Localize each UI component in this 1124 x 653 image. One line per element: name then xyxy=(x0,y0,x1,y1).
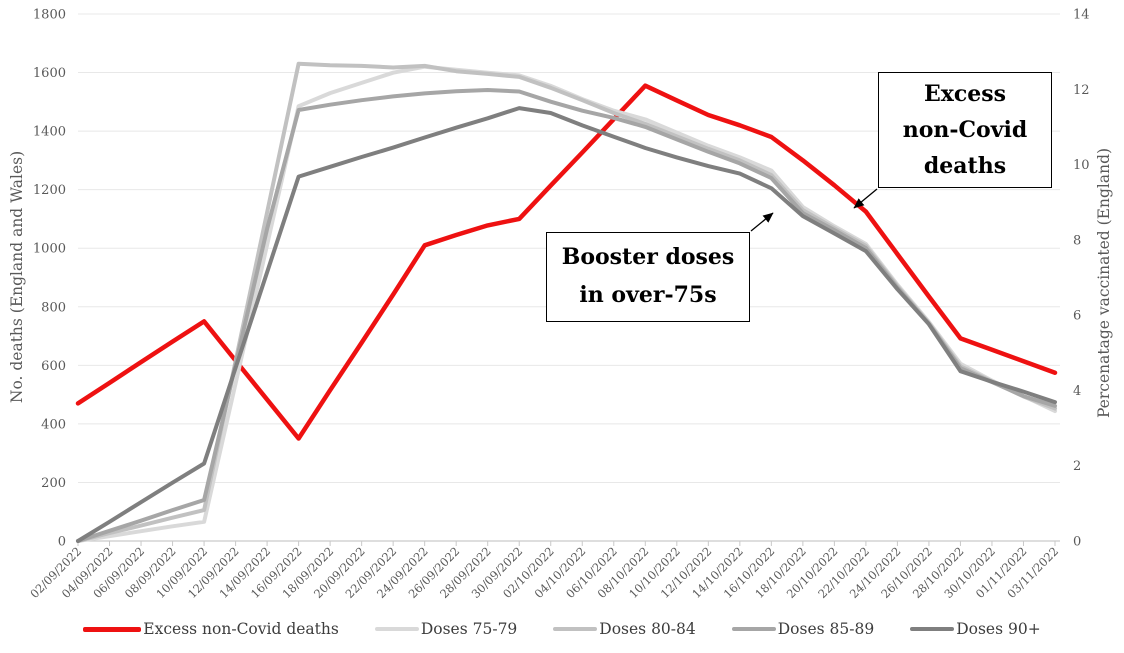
arrow-excess-annotation xyxy=(853,188,878,209)
legend-label: Excess non-Covid deaths xyxy=(143,620,339,638)
legend-swatch-doses-90plus xyxy=(910,626,955,632)
legend-label: Doses 85-89 xyxy=(777,620,875,638)
right-axis-title: Percenatage vaccinated (England) xyxy=(1095,147,1113,419)
right-axis-tick-label: 0 xyxy=(1073,535,1081,550)
left-axis-tick-label: 200 xyxy=(41,476,66,491)
annotation-line: non-Covid xyxy=(902,117,1028,143)
left-axis-tick-label: 1600 xyxy=(33,66,66,81)
left-axis-tick-label: 0 xyxy=(58,535,66,550)
legend-label: Doses 75-79 xyxy=(420,620,518,638)
series-line-doses-90- xyxy=(76,106,1057,543)
legend-swatch-doses-80-84 xyxy=(553,626,598,632)
annotation-line: deaths xyxy=(923,153,1007,179)
left-axis-title: No. deaths (England and Wales) xyxy=(8,150,26,404)
left-axis-tick-label: 1000 xyxy=(33,242,66,257)
right-axis-tick-label: 10 xyxy=(1073,158,1090,173)
legend-swatch-excess xyxy=(83,626,142,632)
left-axis-tick-label: 1800 xyxy=(33,8,66,23)
right-axis-tick-label: 4 xyxy=(1073,384,1081,399)
left-axis-tick-label: 800 xyxy=(41,300,66,315)
legend-item-doses-80-84[interactable]: Doses 80-84 xyxy=(553,620,696,638)
annotation-excess-non-covid-deaths[interactable]: Excess non-Covid deaths xyxy=(878,72,1052,188)
annotation-line: in over-75s xyxy=(579,282,717,308)
left-axis-tick-label: 1200 xyxy=(33,183,66,198)
legend-label: Doses 80-84 xyxy=(599,620,696,638)
right-axis-tick-label: 12 xyxy=(1073,83,1090,98)
left-axis-tick-label: 1400 xyxy=(33,125,66,140)
legend-item-doses-85-89[interactable]: Doses 85-89 xyxy=(731,620,875,638)
left-axis-tick-label: 400 xyxy=(41,417,66,432)
right-axis-tick-label: 2 xyxy=(1073,459,1081,474)
right-axis-tick-label: 14 xyxy=(1073,8,1090,23)
right-axis-tick-label: 8 xyxy=(1073,233,1081,248)
legend-label: Doses 90+ xyxy=(956,620,1041,638)
legend: Excess non-Covid deaths Doses 75-79 Dose… xyxy=(0,620,1124,638)
legend-swatch-doses-75-79 xyxy=(374,626,419,632)
annotation-line: Excess xyxy=(923,81,1007,107)
annotation-line: Booster doses xyxy=(561,244,735,270)
legend-item-doses-75-79[interactable]: Doses 75-79 xyxy=(374,620,518,638)
left-axis-tick-label: 600 xyxy=(41,359,66,374)
legend-item-excess-non-covid-deaths[interactable]: Excess non-Covid deaths xyxy=(83,620,339,638)
arrow-booster-annotation xyxy=(750,212,774,232)
legend-swatch-doses-85-89 xyxy=(731,626,776,632)
legend-item-doses-90plus[interactable]: Doses 90+ xyxy=(910,620,1041,638)
annotation-booster-doses[interactable]: Booster doses in over-75s xyxy=(546,232,750,322)
right-axis-tick-label: 6 xyxy=(1073,309,1081,324)
